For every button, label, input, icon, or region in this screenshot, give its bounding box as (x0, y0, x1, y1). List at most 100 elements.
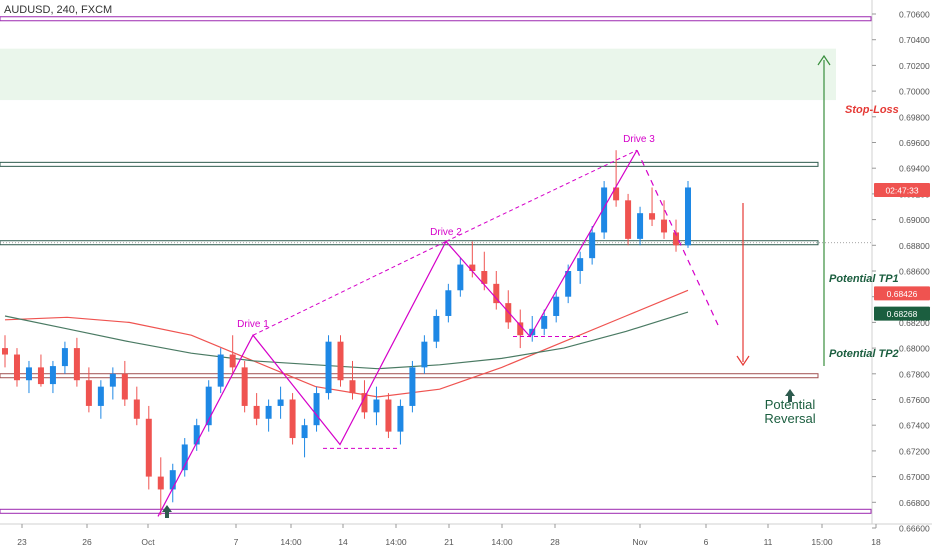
candle-body (157, 476, 164, 490)
reversal-arrow-icon (785, 389, 795, 402)
candle-body (433, 315, 440, 342)
candle-body (649, 213, 656, 220)
level-line (0, 16, 872, 22)
x-tick-label: 14:00 (280, 537, 302, 547)
candle-body (349, 380, 356, 394)
x-tick-label: 14:00 (491, 537, 513, 547)
y-tick-label: 0.70400 (899, 35, 930, 45)
x-tick-label: 23 (17, 537, 27, 547)
candle-body (517, 322, 524, 336)
candle-body (577, 258, 584, 271)
price-label-text: 0.68268 (887, 309, 918, 319)
y-tick-label: 0.66800 (899, 498, 930, 508)
y-tick-label: 0.70200 (899, 61, 930, 71)
drive2-label: Drive 2 (430, 227, 462, 238)
level-line (0, 161, 819, 167)
x-tick-label: 21 (444, 537, 454, 547)
reversal-label-line1: Potential (765, 397, 816, 412)
candle-body (589, 232, 596, 259)
candle-body (289, 399, 296, 439)
candle-body (613, 187, 620, 201)
candle-body (133, 399, 140, 419)
candle-body (421, 341, 428, 368)
x-tick-label: 26 (82, 537, 92, 547)
y-tick-label: 0.69400 (899, 164, 930, 174)
tp2-label: Potential TP2 (829, 348, 899, 360)
candle-body (385, 399, 392, 432)
candle-body (265, 405, 272, 419)
y-tick-label: 0.68600 (899, 267, 930, 277)
candle-body (241, 367, 248, 406)
y-tick-label: 0.70000 (899, 87, 930, 97)
candle-body (145, 418, 152, 477)
candle-body (73, 348, 80, 381)
price-label-text: 0.68426 (887, 289, 918, 299)
candle-body (493, 283, 500, 304)
candle-body (601, 187, 608, 233)
y-tick-label: 0.67600 (899, 395, 930, 405)
candle-body (61, 348, 68, 367)
x-tick-label: 28 (550, 537, 560, 547)
x-tick-label: Nov (632, 537, 648, 547)
candle-body (109, 373, 116, 387)
price-label-text: 02:47:33 (885, 186, 918, 196)
candle-body (685, 187, 691, 246)
x-tick-label: 15:00 (811, 537, 833, 547)
candle-body (325, 341, 332, 394)
y-tick-label: 0.68200 (899, 318, 930, 328)
y-tick-label: 0.67800 (899, 369, 930, 379)
candle-body (361, 393, 368, 413)
y-tick-label: 0.67400 (899, 421, 930, 431)
drive-top-trendline-2 (445, 149, 638, 242)
price-label-box (874, 183, 930, 198)
stop-loss-zone (0, 48, 836, 101)
x-tick-label: 14 (338, 537, 348, 547)
x-tick-label: 14:00 (385, 537, 407, 547)
y-tick-label: 0.68800 (899, 241, 930, 251)
candle-body (553, 296, 560, 316)
y-tick-label: 0.70600 (899, 10, 930, 20)
candle-body (2, 348, 8, 355)
risk-arrow-head (817, 54, 831, 66)
price-label-box (874, 286, 930, 301)
candle-body (469, 264, 476, 271)
chart-title: AUDUSD, 240, FXCM (4, 4, 113, 16)
candle-body (541, 315, 548, 329)
y-tick-label: 0.69000 (899, 215, 930, 225)
candle-body (637, 213, 644, 239)
y-tick-label: 0.68000 (899, 344, 930, 354)
ma-fast-line (4, 289, 689, 398)
candle-body (373, 399, 380, 413)
y-tick-label: 0.69800 (899, 112, 930, 122)
candle-body (337, 341, 344, 381)
y-tick-label: 0.67000 (899, 472, 930, 482)
reversal-label-line2: Reversal (764, 411, 815, 426)
drive-top-trendline (252, 240, 447, 336)
candle-body (193, 425, 200, 445)
drive-pattern-line (157, 149, 638, 517)
candle-body (661, 219, 668, 233)
candle-body (169, 470, 176, 490)
sell-arrow-head (736, 355, 750, 367)
candle-body (397, 405, 404, 432)
candle-body (49, 366, 56, 385)
level-line (0, 240, 819, 246)
candle-body (121, 373, 128, 400)
drive1-label: Drive 1 (237, 319, 269, 330)
candle-body (205, 386, 212, 426)
x-tick-label: Oct (141, 537, 155, 547)
candle-body (37, 367, 44, 385)
candle-body (457, 264, 464, 291)
candle-body (445, 290, 452, 316)
x-tick-label: 11 (764, 537, 773, 547)
stop-loss-label: Stop-Loss (845, 104, 899, 116)
price-label-box (874, 306, 930, 321)
candle-body (85, 380, 92, 406)
candle-body (409, 367, 416, 406)
candle-body (277, 399, 284, 406)
tp1-label: Potential TP1 (829, 273, 899, 285)
candle-body (217, 354, 224, 387)
x-tick-label: 18 (871, 537, 881, 547)
candle-body (229, 354, 236, 368)
